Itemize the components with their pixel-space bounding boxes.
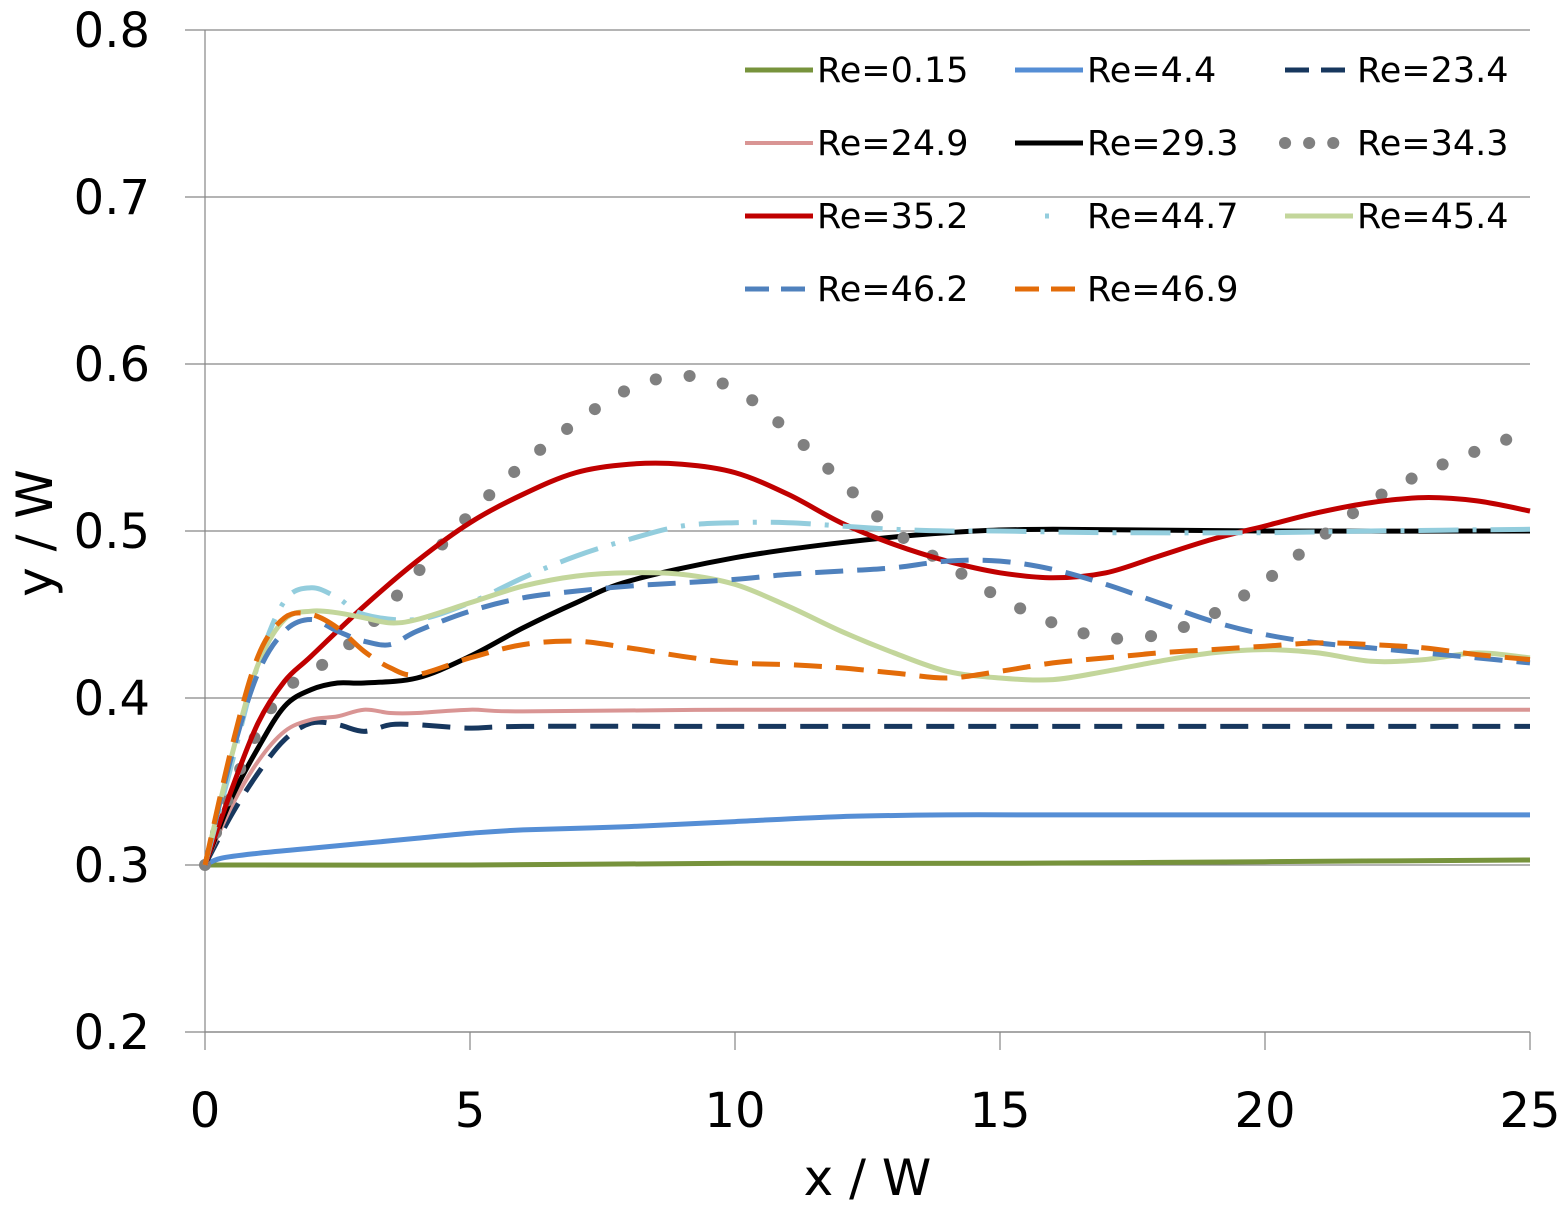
y-tick-label: 0.4 (74, 671, 150, 727)
legend-label: Re=45.4 (1357, 197, 1509, 237)
legend-item-re-46-9: Re=46.9 (1015, 270, 1239, 310)
series-lines (199, 369, 1536, 871)
legend-item-re-46-2: Re=46.2 (745, 270, 969, 310)
y-tick-label: 0.2 (74, 1005, 150, 1061)
legend-item-re-45-4: Re=45.4 (1285, 197, 1509, 237)
axes (185, 29, 1531, 1050)
x-tick-label: 20 (1234, 1083, 1295, 1139)
x-tick-label: 0 (190, 1083, 221, 1139)
x-tick-label: 5 (455, 1083, 486, 1139)
series-line-re-46-9 (202, 610, 1531, 866)
legend-item-re-29-3: Re=29.3 (1015, 124, 1239, 164)
legend-label: Re=23.4 (1357, 51, 1509, 91)
legend: Re=0.15 Re=4.4 Re=23.4 Re=24.9 Re=29.3 Re=34.… (745, 51, 1509, 310)
x-tick-label: 25 (1499, 1083, 1560, 1139)
legend-label: Re=29.3 (1087, 124, 1239, 164)
series-line-re-23-4 (202, 719, 1530, 867)
y-tick-label: 0.5 (74, 504, 150, 560)
legend-item-re-23-4: Re=23.4 (1285, 51, 1509, 91)
legend-label: Re=35.2 (817, 197, 969, 237)
y-axis-title: y / W (6, 469, 64, 597)
x-axis-title: x / W (804, 1149, 932, 1207)
series-line-re-44-7 (202, 519, 1531, 866)
series-line-re-24-9 (203, 707, 1530, 866)
legend-label: Re=34.3 (1357, 124, 1509, 164)
y-tick-label: 0.7 (74, 170, 150, 226)
tick-labels: 0.2 0.3 0.4 0.5 0.6 0.7 0.8 0 5 10 15 20 25 (74, 3, 1561, 1139)
series-line-re-34-3 (199, 369, 1536, 871)
legend-label: Re=0.15 (817, 51, 969, 91)
y-tick-label: 0.8 (74, 3, 150, 59)
series-line-re-4-4 (203, 812, 1530, 868)
legend-label: Re=44.7 (1087, 197, 1239, 237)
legend-item-re-24-9: Re=24.9 (745, 124, 969, 164)
legend-item-re-35-2: Re=35.2 (745, 197, 969, 237)
y-tick-label: 0.3 (74, 838, 150, 894)
legend-item-re-44-7: Re=44.7 (1015, 197, 1239, 237)
legend-label: Re=46.2 (817, 270, 969, 310)
series-line-re-46-2 (202, 557, 1531, 866)
series-line-re-45-4 (202, 570, 1531, 866)
series-line-re-0-15 (204, 857, 1531, 868)
legend-label: Re=46.9 (1087, 270, 1239, 310)
x-tick-label: 15 (969, 1083, 1030, 1139)
legend-label: Re=24.9 (817, 124, 969, 164)
series-line-re-29-3 (202, 526, 1531, 866)
x-tick-label: 10 (704, 1083, 765, 1139)
legend-item-re-4-4: Re=4.4 (1015, 51, 1216, 91)
series-line-re-35-2 (202, 460, 1531, 866)
legend-item-re-0-15: Re=0.15 (745, 51, 969, 91)
legend-label: Re=4.4 (1087, 51, 1216, 91)
y-tick-label: 0.6 (74, 337, 150, 393)
legend-item-re-34-3: Re=34.3 (1279, 124, 1509, 164)
